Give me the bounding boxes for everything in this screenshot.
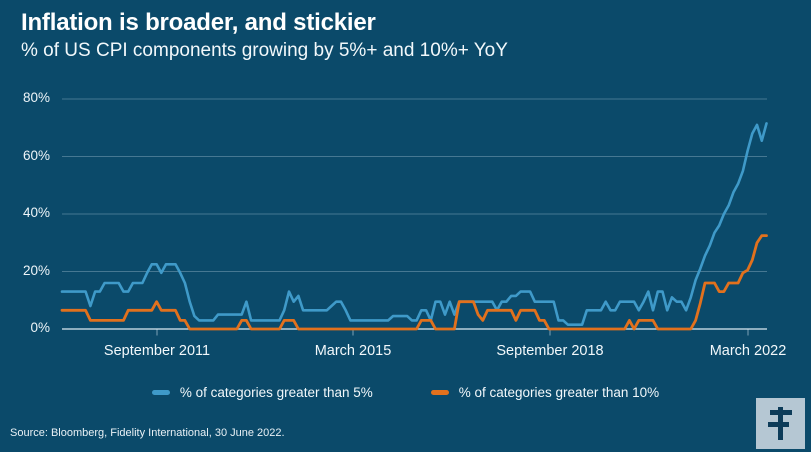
legend-label-10pct: % of categories greater than 10% (458, 385, 660, 400)
chart-legend: % of categories greater than 5% % of cat… (0, 385, 811, 400)
gridlines (62, 98, 767, 330)
line-series-10pct (60, 234, 768, 331)
y-tick-20: 20% (22, 262, 50, 278)
line-series-5pct (60, 122, 768, 327)
y-tick-60: 60% (22, 147, 50, 163)
source-note: Source: Bloomberg, Fidelity Internationa… (10, 427, 285, 439)
page-title: Inflation is broader, and stickier (21, 9, 376, 36)
legend-label-5pct: % of categories greater than 5% (179, 385, 373, 400)
legend-item-10pct: % of categories greater than 10% (430, 385, 660, 400)
page-subtitle: % of US CPI components growing by 5%+ an… (21, 40, 508, 61)
y-tick-0: 0% (30, 320, 50, 335)
y-tick-40: 40% (22, 205, 50, 220)
fidelity-logo (756, 398, 805, 449)
x-tick-mar2022: March 2022 (709, 343, 787, 359)
x-tick-sep2011: September 2011 (103, 343, 211, 359)
x-tick-sep2018: September 2018 (496, 343, 604, 359)
legend-swatch-5pct-icon (151, 390, 170, 395)
fidelity-f-icon (768, 407, 792, 440)
legend-item-5pct: % of categories greater than 5% (151, 385, 373, 400)
legend-swatch-10pct-icon (430, 390, 449, 395)
y-tick-80: 80% (22, 90, 50, 105)
x-tick-mar2015: March 2015 (314, 343, 392, 359)
